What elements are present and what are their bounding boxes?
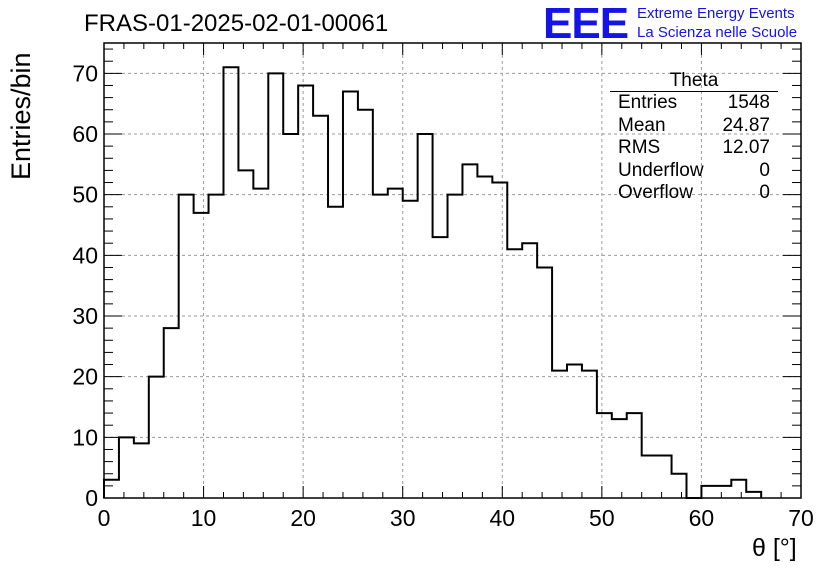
x-tick-label: 20 <box>290 505 316 531</box>
stats-label: Overflow <box>618 182 693 203</box>
x-tick-label: 40 <box>489 505 515 531</box>
eee-logo-text: Extreme Energy Events La Scienza nelle S… <box>637 4 797 42</box>
y-tick-label: 40 <box>72 242 98 268</box>
y-tick-label: 10 <box>72 424 98 450</box>
logo-line-1: Extreme Energy Events <box>637 5 795 22</box>
stats-value: 24.87 <box>722 114 770 136</box>
stats-title: Theta <box>610 71 778 92</box>
y-tick-label: 50 <box>72 182 98 208</box>
stats-box: Theta Entries 1548 Mean 24.87 RMS 12.07 … <box>610 71 778 205</box>
stats-value: 1548 <box>727 92 770 113</box>
stats-row-rms: RMS 12.07 <box>610 137 778 160</box>
stats-label: RMS <box>618 137 661 158</box>
stats-label: Mean <box>618 114 666 136</box>
stats-value: 0 <box>759 159 770 181</box>
x-tick-label: 10 <box>191 505 217 531</box>
stats-row-mean: Mean 24.87 <box>610 115 778 138</box>
stats-row-entries: Entries 1548 <box>610 92 778 115</box>
stats-row-overflow: Overflow 0 <box>610 182 778 205</box>
x-tick-label: 50 <box>589 505 615 531</box>
histogram-series <box>103 66 763 499</box>
x-tick-label: 0 <box>98 505 111 531</box>
run-title: FRAS-01-2025-02-01-00061 <box>84 10 389 37</box>
x-tick-label: 70 <box>788 505 814 531</box>
y-tick-label: 70 <box>72 60 98 86</box>
y-tick-label: 30 <box>72 303 98 329</box>
x-tick-label: 30 <box>390 505 416 531</box>
plot-frame <box>103 42 802 499</box>
stats-value: 0 <box>759 182 770 203</box>
logo-line-2: La Scienza nelle Scuole <box>637 24 798 41</box>
x-tick-label: 60 <box>689 505 715 531</box>
y-tick-label: 60 <box>72 121 98 147</box>
stats-label: Entries <box>618 92 678 113</box>
y-tick-label: 20 <box>72 364 98 390</box>
stats-row-underflow: Underflow 0 <box>610 160 778 183</box>
y-axis-label: Entries/bin <box>6 52 36 180</box>
stats-label: Underflow <box>618 159 704 181</box>
y-tick-label: 0 <box>85 485 98 511</box>
stats-value: 12.07 <box>722 137 770 158</box>
eee-logo: EEE <box>543 0 629 48</box>
x-axis-label: θ [°] <box>752 534 797 562</box>
